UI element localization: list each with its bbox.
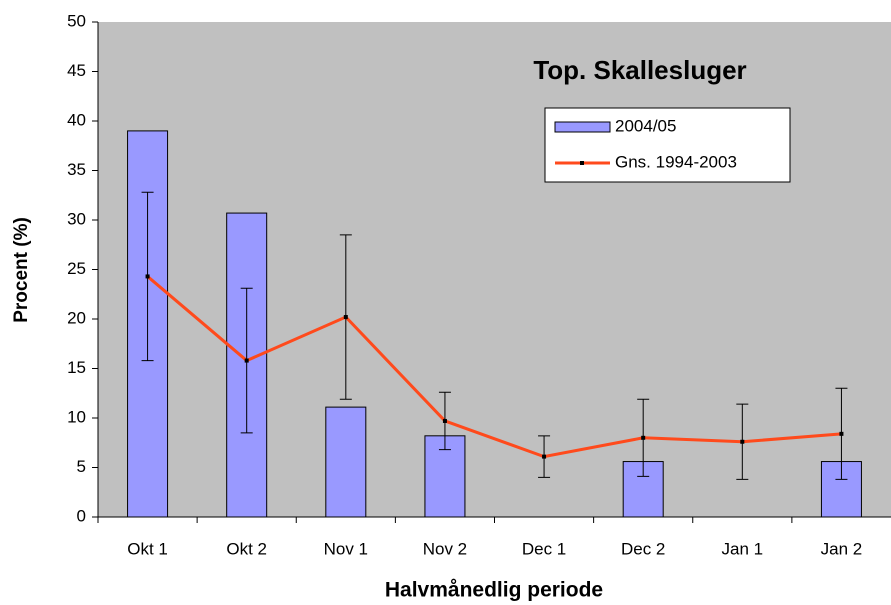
- y-tick-label: 50: [67, 11, 86, 30]
- legend: [544, 107, 791, 183]
- plot-area: [98, 22, 891, 517]
- y-tick-label: 35: [67, 160, 86, 179]
- x-axis-title: Halvmånedlig periode: [385, 579, 603, 602]
- y-tick-label: 10: [67, 407, 86, 426]
- legend-label: Gns. 1994-2003: [615, 152, 737, 171]
- x-tick-label: Okt 1: [127, 539, 168, 558]
- point: [442, 418, 447, 423]
- x-tick-label: Nov 2: [423, 539, 467, 558]
- y-tick-label: 45: [67, 61, 86, 80]
- point: [740, 439, 745, 444]
- bar: [325, 406, 367, 518]
- point: [244, 358, 249, 363]
- legend-swatch: [554, 121, 611, 133]
- y-axis-title: Procent (%): [11, 217, 32, 323]
- x-tick-label: Nov 1: [324, 539, 368, 558]
- y-tick-label: 5: [77, 457, 86, 476]
- y-tick-label: 30: [67, 209, 86, 228]
- point: [641, 435, 646, 440]
- x-tick-label: Dec 2: [621, 539, 665, 558]
- y-tick-label: 15: [67, 358, 86, 377]
- point: [145, 274, 150, 279]
- legend-swatch-point: [580, 161, 584, 165]
- y-tick-label: 40: [67, 110, 86, 129]
- legend-label: 2004/05: [615, 116, 676, 135]
- y-tick-label: 20: [67, 308, 86, 327]
- chart-title: Top. Skallesluger: [533, 55, 746, 85]
- point: [542, 454, 547, 459]
- point: [343, 315, 348, 320]
- y-tick-label: 0: [77, 506, 86, 525]
- point: [839, 431, 844, 436]
- x-tick-label: Jan 2: [821, 539, 863, 558]
- y-tick-label: 25: [67, 259, 86, 278]
- x-tick-label: Dec 1: [522, 539, 566, 558]
- x-tick-label: Okt 2: [226, 539, 267, 558]
- x-tick-label: Jan 1: [722, 539, 764, 558]
- line: [146, 275, 842, 459]
